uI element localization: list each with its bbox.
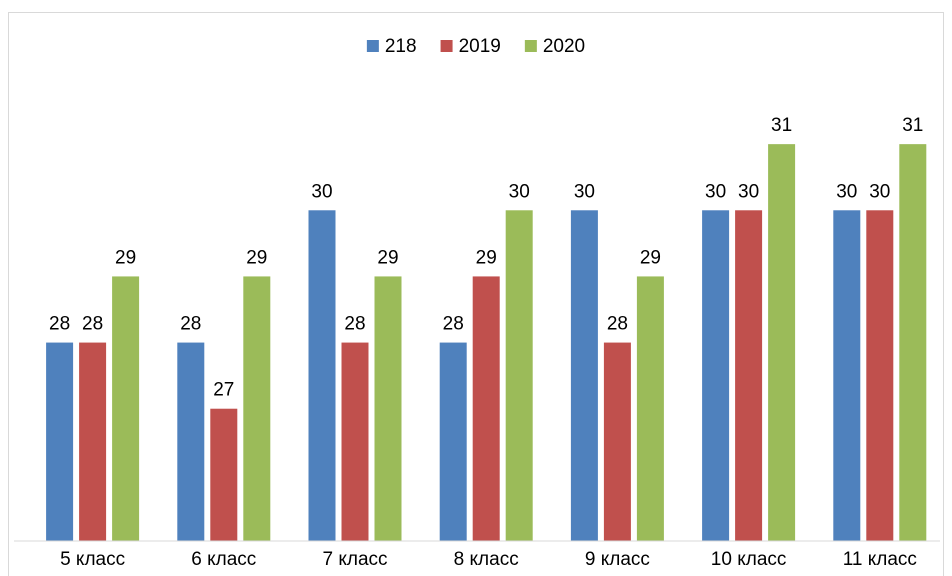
bar xyxy=(210,408,238,541)
data-label: 30 xyxy=(836,181,857,202)
data-label: 29 xyxy=(476,247,497,268)
data-label: 30 xyxy=(311,181,332,202)
bar xyxy=(735,210,763,542)
bar xyxy=(866,210,894,542)
data-label: 31 xyxy=(902,115,923,136)
bar xyxy=(570,210,598,542)
legend-swatch xyxy=(524,40,537,52)
data-label: 31 xyxy=(771,115,792,136)
data-label: 30 xyxy=(869,181,890,202)
x-tick-label: 7 класс xyxy=(322,549,387,570)
data-label: 29 xyxy=(377,247,398,268)
x-tick-label: 6 класс xyxy=(191,549,256,570)
bar xyxy=(702,210,730,542)
bar xyxy=(899,144,927,541)
data-label: 28 xyxy=(82,314,103,335)
legend-swatch xyxy=(440,40,453,52)
data-label: 29 xyxy=(246,247,267,268)
bar xyxy=(603,342,631,541)
bar xyxy=(308,210,336,542)
bar xyxy=(768,144,796,541)
bar xyxy=(243,276,271,541)
data-label: 29 xyxy=(115,247,136,268)
data-label: 28 xyxy=(49,314,70,335)
data-label: 30 xyxy=(509,181,530,202)
bar xyxy=(439,342,467,541)
chart-frame xyxy=(8,12,944,576)
bar xyxy=(472,276,500,541)
data-label: 30 xyxy=(705,181,726,202)
bar xyxy=(79,342,107,541)
bar xyxy=(505,210,533,542)
bar xyxy=(341,342,369,541)
bar xyxy=(833,210,861,542)
bar xyxy=(374,276,402,541)
data-label: 29 xyxy=(640,247,661,268)
data-label: 28 xyxy=(607,314,628,335)
bar xyxy=(636,276,664,541)
x-tick-label: 5 класс xyxy=(60,549,125,570)
bar xyxy=(112,276,140,541)
bar xyxy=(46,342,74,541)
legend-swatch xyxy=(366,40,379,52)
x-tick-label: 8 класс xyxy=(454,549,519,570)
bar xyxy=(177,342,205,541)
x-tick-label: 10 класс xyxy=(711,549,787,570)
data-label: 28 xyxy=(180,314,201,335)
legend-label: 218 xyxy=(385,36,417,57)
x-tick-label: 11 класс xyxy=(843,549,917,570)
data-label: 28 xyxy=(443,314,464,335)
legend-label: 2020 xyxy=(543,36,585,57)
legend-label: 2019 xyxy=(459,36,501,57)
data-label: 28 xyxy=(344,314,365,335)
data-label: 27 xyxy=(213,380,234,401)
data-label: 30 xyxy=(574,181,595,202)
data-label: 30 xyxy=(738,181,759,202)
x-tick-label: 9 класс xyxy=(585,549,650,570)
